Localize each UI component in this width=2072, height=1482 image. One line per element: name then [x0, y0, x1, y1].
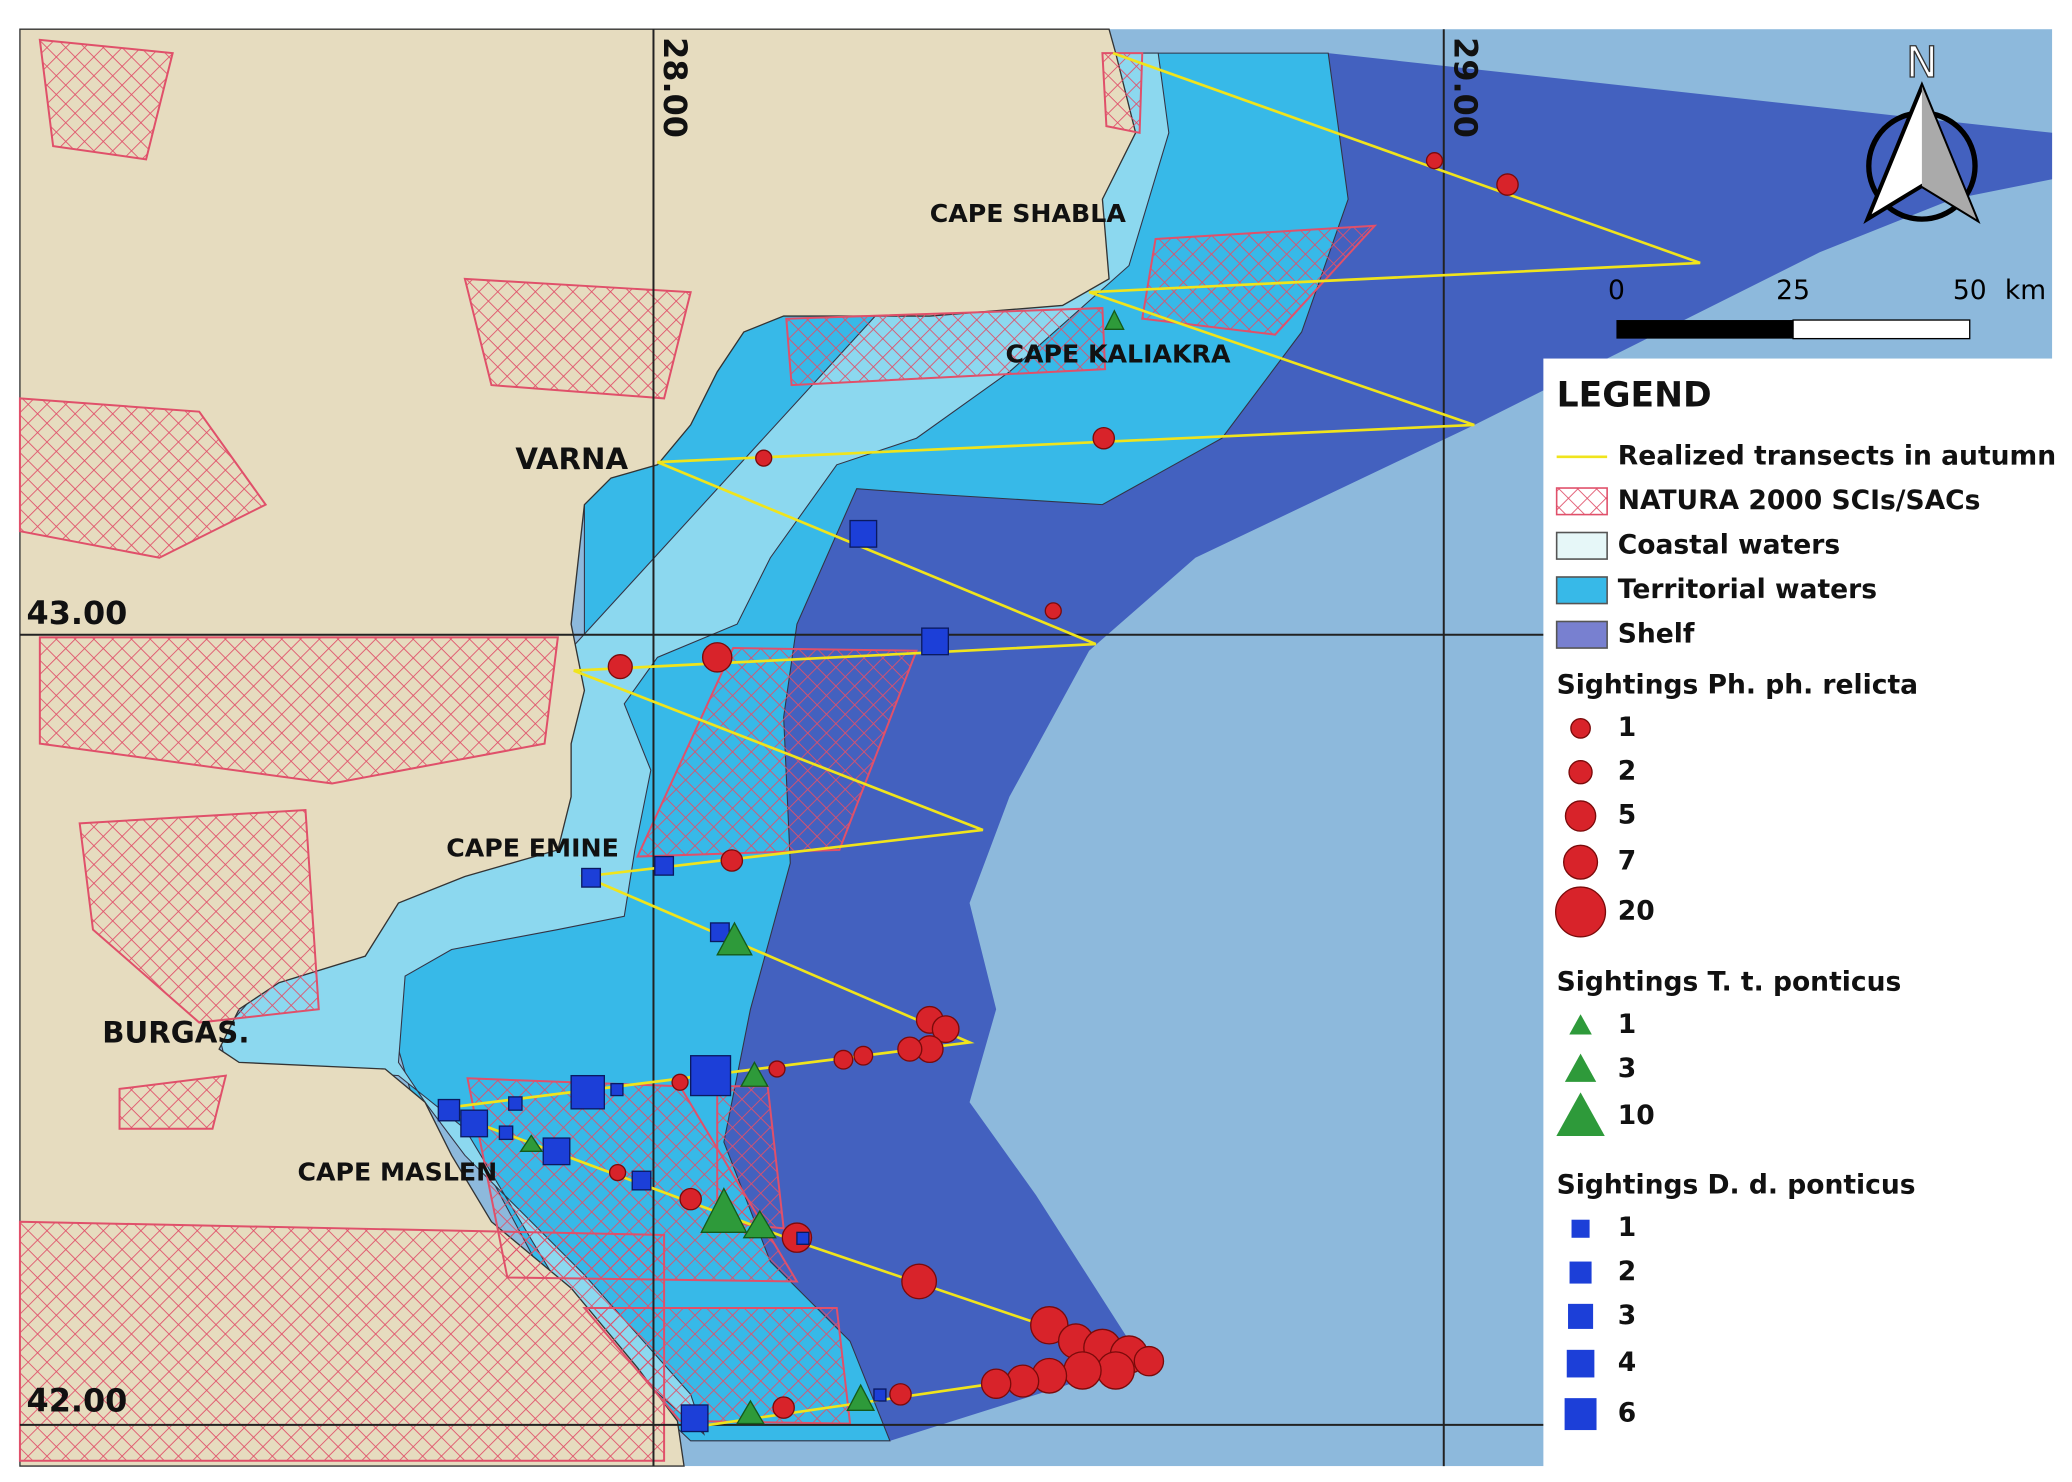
legend-swatch	[1555, 487, 1608, 516]
place-label: VARNA	[515, 442, 628, 476]
lon-label: 28.00	[656, 37, 694, 138]
legend-label: Shelf	[1618, 618, 1695, 649]
legend-symbol	[1564, 800, 1597, 832]
place-label: BURGAS.	[102, 1015, 249, 1049]
lat-label: 42.00	[27, 1382, 128, 1420]
legend-symbol	[1569, 1261, 1592, 1284]
lon-label: 29.00	[1446, 37, 1484, 138]
legend-label: Coastal waters	[1618, 529, 1840, 560]
sightings	[437, 152, 1519, 1433]
legend-size-label: 2	[1618, 1256, 1636, 1287]
lat-label: 43.00	[27, 594, 128, 632]
scale-bar: 0 25 50 km	[1608, 275, 2046, 340]
legend-title: LEGEND	[1557, 376, 1712, 416]
scale-label: 50	[1953, 275, 1987, 306]
legend-symbol	[1554, 886, 1607, 938]
legend-swatch	[1555, 531, 1608, 560]
legend-symbol	[1566, 1349, 1595, 1378]
place-label: CAPE MASLEN	[298, 1158, 498, 1187]
legend-size-label: 3	[1618, 1053, 1636, 1084]
legend-swatch	[1555, 620, 1608, 649]
north-arrow: N	[1863, 38, 1981, 224]
legend-size-label: 3	[1618, 1300, 1636, 1331]
legend-symbol	[1556, 1092, 1605, 1136]
map-labels: CAPE SHABLA CAPE KALIAKRA VARNA CAPE EMI…	[27, 37, 1485, 1419]
legend-size-label: 10	[1618, 1100, 1655, 1131]
legend-size-label: 1	[1618, 712, 1636, 743]
legend-group-title: Sightings Ph. ph. relicta	[1557, 669, 1918, 700]
scale-unit: km	[2005, 275, 2046, 306]
scale-label: 25	[1776, 275, 1810, 306]
legend-symbol	[1564, 1053, 1597, 1082]
place-label: CAPE KALIAKRA	[1005, 340, 1231, 369]
legend-size-label: 4	[1618, 1347, 1636, 1378]
legend-size-label: 5	[1618, 800, 1636, 831]
legend-label: Realized transects in autumn	[1618, 440, 2056, 471]
legend-size-label: 1	[1618, 1009, 1636, 1040]
legend-group-title: Sightings T. t. ponticus	[1557, 967, 1902, 998]
legend: Realized transects in autumn NATURA 2000 …	[1554, 440, 2056, 1431]
legend-group-title: Sightings D. d. ponticus	[1557, 1170, 1916, 1201]
legend-label: Territorial waters	[1618, 574, 1877, 605]
legend-size-label: 7	[1618, 846, 1636, 877]
legend-size-label: 1	[1618, 1212, 1636, 1243]
scale-label: 0	[1608, 275, 1625, 306]
legend-symbol	[1564, 1398, 1597, 1431]
legend-symbol	[1569, 1014, 1592, 1035]
legend-symbol	[1562, 844, 1599, 880]
north-label: N	[1906, 39, 1938, 88]
legend-size-label: 6	[1618, 1398, 1636, 1429]
land	[19, 28, 1137, 1467]
place-label: CAPE SHABLA	[930, 199, 1127, 228]
legend-symbol	[1571, 1219, 1590, 1238]
legend-swatch	[1555, 576, 1608, 605]
legend-size-label: 20	[1618, 895, 1655, 926]
legend-symbol	[1570, 718, 1591, 739]
legend-symbol	[1568, 760, 1593, 785]
natura-areas	[18, 38, 1378, 1462]
legend-label: NATURA 2000 SCIs/SACs	[1618, 485, 1981, 516]
place-label: CAPE EMINE	[446, 834, 619, 863]
legend-symbol	[1568, 1303, 1594, 1329]
legend-size-label: 2	[1618, 756, 1636, 787]
legend-box	[1543, 358, 2055, 1469]
